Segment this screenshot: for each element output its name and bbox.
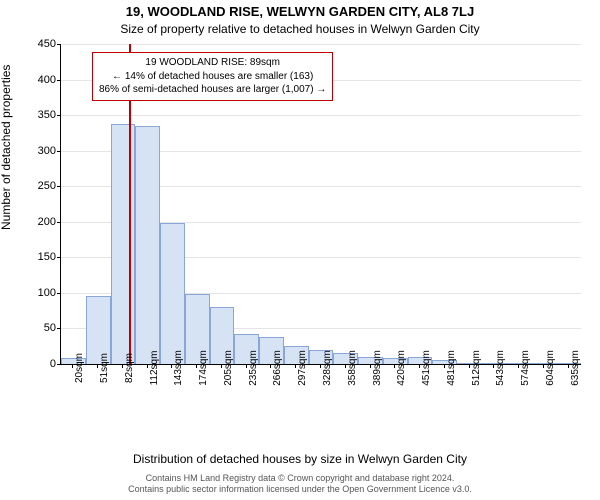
- y-tick-label: 100: [16, 287, 56, 299]
- x-tick-label: 143sqm: [171, 350, 184, 386]
- chart-title: 19, WOODLAND RISE, WELWYN GARDEN CITY, A…: [0, 4, 600, 19]
- x-tick-label: 266sqm: [270, 350, 283, 386]
- x-tick-label: 451sqm: [419, 350, 432, 386]
- x-tick-label: 574sqm: [518, 350, 531, 386]
- y-tick-label: 250: [16, 180, 56, 192]
- y-tick-mark: [57, 115, 61, 116]
- x-tick-label: 20sqm: [72, 353, 85, 383]
- y-tick-mark: [57, 80, 61, 81]
- gridline: [61, 115, 581, 116]
- x-tick-label: 635sqm: [568, 350, 581, 386]
- y-tick-mark: [57, 151, 61, 152]
- x-tick-label: 235sqm: [246, 350, 259, 386]
- y-tick-label: 450: [16, 38, 56, 50]
- y-tick-mark: [57, 44, 61, 45]
- y-tick-label: 300: [16, 145, 56, 157]
- annotation-line: ← 14% of detached houses are smaller (16…: [99, 70, 326, 84]
- y-tick-label: 0: [16, 358, 56, 370]
- annotation-box: 19 WOODLAND RISE: 89sqm ← 14% of detache…: [92, 52, 333, 101]
- x-tick-label: 512sqm: [469, 350, 482, 386]
- y-tick-mark: [57, 222, 61, 223]
- x-tick-label: 389sqm: [370, 350, 383, 386]
- x-tick-label: 112sqm: [147, 351, 160, 386]
- bar: [135, 126, 160, 364]
- y-tick-label: 50: [16, 322, 56, 334]
- y-tick-mark: [57, 186, 61, 187]
- y-tick-mark: [57, 293, 61, 294]
- x-tick-label: 205sqm: [221, 350, 234, 386]
- x-tick-label: 82sqm: [122, 353, 135, 383]
- credit-line: Contains HM Land Registry data © Crown c…: [0, 473, 600, 485]
- x-tick-label: 297sqm: [295, 350, 308, 386]
- chart-container: 19, WOODLAND RISE, WELWYN GARDEN CITY, A…: [0, 0, 600, 500]
- x-tick-label: 174sqm: [196, 350, 209, 386]
- x-tick-label: 51sqm: [97, 353, 110, 383]
- bar: [160, 223, 185, 364]
- y-axis-label: Number of detached properties: [0, 65, 13, 230]
- bar: [111, 124, 136, 364]
- chart-subtitle: Size of property relative to detached ho…: [0, 22, 600, 36]
- x-tick-label: 543sqm: [493, 350, 506, 386]
- x-tick-label: 420sqm: [394, 350, 407, 386]
- x-axis-label: Distribution of detached houses by size …: [0, 452, 600, 466]
- y-tick-mark: [57, 328, 61, 329]
- credit-line: Contains public sector information licen…: [0, 484, 600, 496]
- y-tick-mark: [57, 364, 61, 365]
- y-tick-label: 200: [16, 216, 56, 228]
- y-tick-label: 150: [16, 251, 56, 263]
- annotation-line: 19 WOODLAND RISE: 89sqm: [99, 56, 326, 70]
- y-tick-label: 350: [16, 109, 56, 121]
- credit-text: Contains HM Land Registry data © Crown c…: [0, 473, 600, 496]
- x-tick-label: 328sqm: [320, 350, 333, 386]
- x-tick-label: 604sqm: [543, 350, 556, 386]
- annotation-line: 86% of semi-detached houses are larger (…: [99, 83, 326, 97]
- y-tick-mark: [57, 257, 61, 258]
- x-tick-label: 358sqm: [345, 350, 358, 386]
- x-tick-label: 481sqm: [444, 350, 457, 386]
- y-tick-label: 400: [16, 74, 56, 86]
- gridline: [61, 44, 581, 45]
- plot-area: 19 WOODLAND RISE: 89sqm ← 14% of detache…: [60, 44, 580, 408]
